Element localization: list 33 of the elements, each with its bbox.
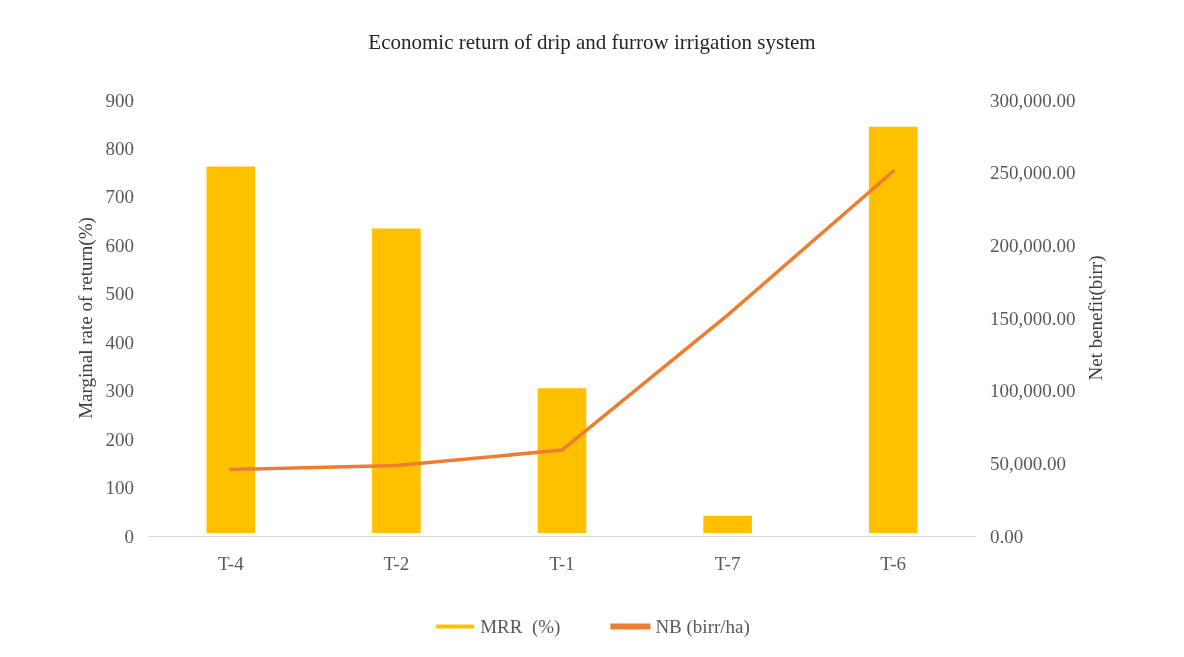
y2-tick-label: 100,000.00: [990, 380, 1076, 402]
x-tick-label: T-2: [383, 553, 410, 574]
bar: [369, 225, 424, 536]
x-tick-label: T-6: [880, 553, 907, 574]
bar: [700, 512, 755, 536]
legend-label: NB (birr/ha): [655, 616, 750, 638]
y-tick-label: 200: [105, 428, 134, 450]
y2-axis-title: Net benefit(birr): [1085, 255, 1108, 381]
line-series: [229, 169, 895, 472]
y2-tick-label: 250,000.00: [990, 162, 1076, 184]
y2-tick-label: 200,000.00: [990, 234, 1076, 256]
y-tick-label: 900: [105, 89, 134, 111]
y2-tick-label: 150,000.00: [990, 307, 1076, 329]
y-tick-label: 400: [105, 331, 134, 353]
y-axis-title: Marginal rate of return(%): [74, 217, 97, 419]
y-tick-label: 100: [105, 477, 134, 499]
x-tick-label: T-7: [714, 553, 741, 574]
y2-tick-label: 300,000.00: [990, 89, 1076, 111]
y-tick-label: 0: [124, 525, 134, 547]
bar: [203, 163, 259, 536]
y-tick-label: 600: [105, 234, 134, 256]
bar: [865, 123, 921, 536]
y-tick-label: 800: [105, 137, 134, 159]
y-tick-label: 300: [105, 380, 134, 402]
bar: [534, 385, 590, 536]
y2-tick-label: 0.00: [990, 525, 1024, 547]
x-tick-label: T-4: [217, 553, 245, 574]
x-tick-label: T-1: [549, 553, 575, 574]
y2-tick-label: 50,000.00: [990, 452, 1066, 474]
legend-label: MRR (%): [480, 616, 561, 638]
y-tick-label: 500: [105, 283, 134, 305]
chart-title: Economic return of drip and furrow irrigation system: [368, 29, 816, 54]
y-tick-label: 700: [105, 186, 134, 208]
